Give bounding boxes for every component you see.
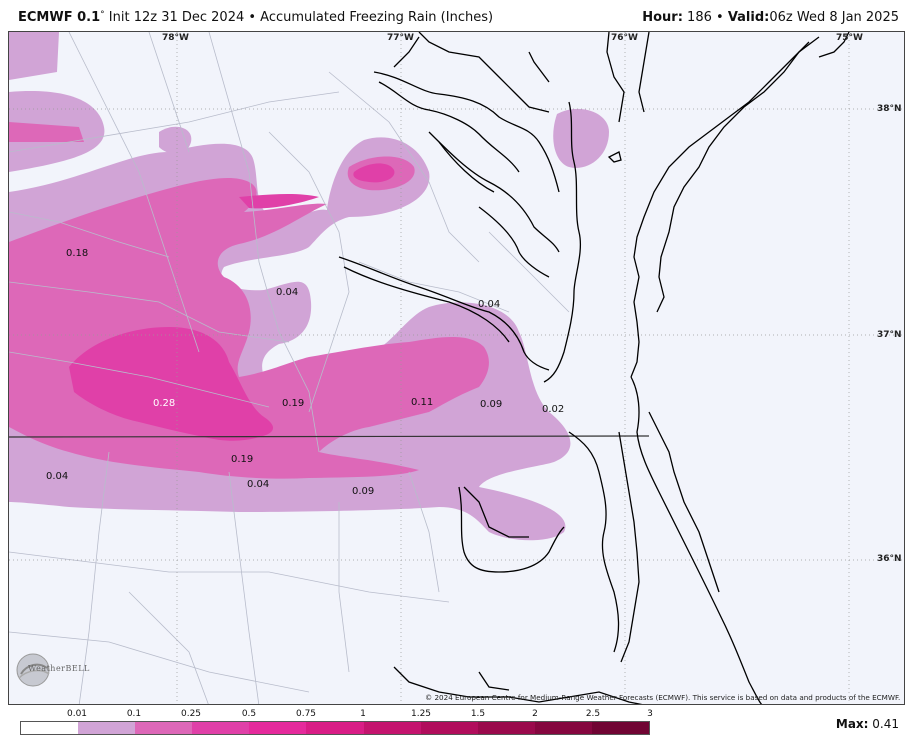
county-lines: [9, 32, 570, 704]
lat-label-37n: 37°N: [877, 330, 902, 340]
forecast-map[interactable]: [8, 31, 905, 705]
weatherbell-logo: [16, 653, 50, 687]
copyright-notice: © 2024 European Centre for Medium-Range …: [425, 693, 901, 702]
precip-heavy-layer: [69, 163, 395, 441]
scale-swatch: [249, 722, 307, 734]
value-label: 0.04: [276, 287, 299, 298]
value-label: 0.09: [352, 486, 375, 497]
title-right: Hour: 186 • Valid:06z Wed 8 Jan 2025: [642, 10, 899, 25]
scale-label: 1.5: [470, 709, 486, 719]
max-label: Max:: [835, 717, 869, 731]
hour-label: Hour:: [642, 10, 683, 25]
logo-text: WeatherBELL: [28, 664, 90, 673]
lon-label-76w: 76°W: [611, 33, 638, 43]
scale-swatch: [591, 722, 650, 734]
valid-value: 06z Wed 8 Jan 2025: [769, 10, 899, 25]
scale-swatch: [78, 722, 136, 734]
scale-swatch: [21, 722, 79, 734]
init-text: Init 12z 31 Dec 2024 • Accumulated Freez…: [108, 10, 494, 25]
value-label: 0.04: [478, 299, 501, 310]
map-canvas: [9, 32, 904, 704]
graticule: [9, 32, 904, 704]
value-label: 0.11: [411, 397, 434, 408]
coastlines: [338, 32, 850, 704]
max-value: 0.41: [872, 717, 899, 731]
scale-swatch: [306, 722, 364, 734]
scale-label: 0.75: [295, 709, 317, 719]
scale-label: 2.5: [585, 709, 601, 719]
scale-swatch: [192, 722, 250, 734]
lat-label-36n: 36°N: [877, 554, 902, 564]
scale-swatch: [420, 722, 478, 734]
lon-label-77w: 77°W: [387, 33, 414, 43]
degree-symbol: °: [100, 10, 105, 20]
scale-label: 0.01: [66, 709, 88, 719]
scale-label: 0.1: [126, 709, 142, 719]
model-name: ECMWF 0.1: [18, 10, 101, 25]
scale-label: 3: [647, 709, 653, 719]
value-label: 0.19: [282, 398, 305, 409]
value-label: 0.18: [66, 248, 89, 259]
value-label: 0.04: [46, 471, 69, 482]
max-value-readout: Max: 0.41: [836, 717, 899, 731]
value-label: 0.09: [480, 399, 503, 410]
lon-label-78w: 78°W: [162, 33, 189, 43]
lon-label-75w: 75°W: [836, 33, 863, 43]
map-header: ECMWF 0.1° Init 12z 31 Dec 2024 • Accumu…: [0, 0, 913, 30]
scale-swatch: [477, 722, 535, 734]
color-scale-legend: [20, 721, 650, 735]
scale-label: 0.5: [241, 709, 257, 719]
valid-label: Valid:: [727, 10, 770, 25]
value-label: 0.02: [542, 404, 565, 415]
scale-swatch: [363, 722, 421, 734]
title-left: ECMWF 0.1° Init 12z 31 Dec 2024 • Accumu…: [18, 10, 493, 25]
scale-swatch: [534, 722, 592, 734]
scale-label: 1.25: [410, 709, 432, 719]
value-label: 0.28: [153, 398, 176, 409]
hour-value: 186 •: [687, 10, 724, 25]
state-border: [9, 435, 650, 438]
scale-swatch: [135, 722, 193, 734]
scale-label: 0.25: [180, 709, 202, 719]
scale-label: 2: [532, 709, 538, 719]
value-label: 0.04: [247, 479, 270, 490]
lat-label-38n: 38°N: [877, 104, 902, 114]
value-label: 0.19: [231, 454, 254, 465]
scale-label: 1: [360, 709, 366, 719]
